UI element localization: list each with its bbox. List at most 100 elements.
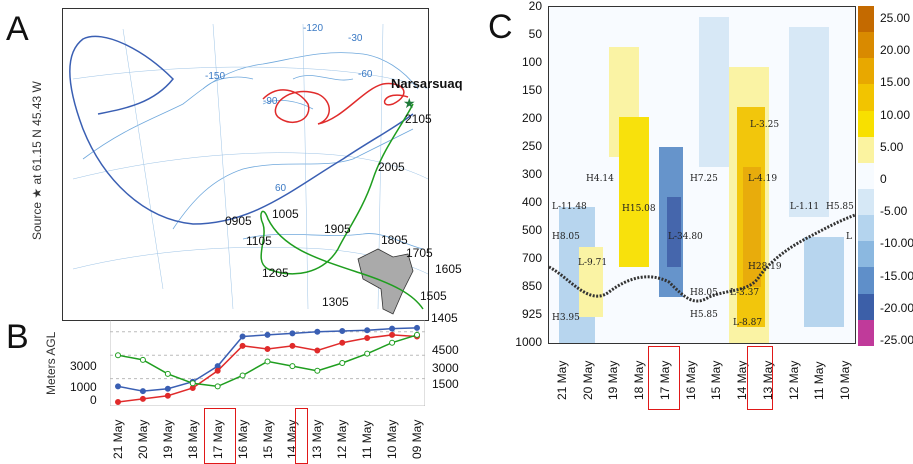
panel-b-date-label: 21 May [111, 419, 125, 459]
colorbar-tick: 0 [880, 172, 887, 186]
series-point [414, 331, 420, 338]
time-label-1605: 1605 [435, 262, 462, 276]
panel-b-letter: B [6, 318, 29, 356]
panel-b-date-label: 13 May [310, 419, 325, 459]
series-point [364, 350, 371, 357]
series-line-1 [117, 334, 418, 403]
green-trajectory [260, 103, 424, 310]
colorbar-segment [858, 58, 874, 85]
pressure-center-annotation: L [846, 232, 852, 242]
series-point [339, 328, 346, 335]
panel-b-date-label: 12 May [335, 419, 350, 459]
pressure-center-annotation: L-3.37 [730, 288, 760, 298]
pressure-tick: 20 [528, 0, 542, 13]
pressure-center-annotation: L-3.25 [750, 120, 780, 130]
panel-b-date-label: 20 May [135, 419, 150, 459]
colorbar-tick: -20.00 [880, 300, 913, 315]
colorbar-segment [858, 215, 874, 242]
lon-label-90: -90 [263, 96, 278, 107]
series-point [115, 352, 121, 359]
series-point [364, 335, 371, 342]
blue-trajectory [69, 35, 414, 225]
pressure-center-annotation: H3.95 [552, 313, 580, 323]
pressure-center-annotation: L-4.19 [748, 174, 778, 184]
pressure-tick: 100 [521, 55, 542, 69]
lon-label-30: -30 [348, 33, 363, 44]
pressure-center-annotation: H7.25 [690, 174, 718, 184]
series-point [115, 399, 121, 405]
panel-c-date-label: 21 May [555, 360, 569, 400]
colorbar-segment [858, 241, 874, 268]
station-label: Narsarsuaq [391, 76, 463, 91]
colorbar-tick: 20.00 [880, 43, 911, 58]
series-point [139, 388, 146, 395]
panel-c-letter: C [488, 8, 513, 46]
series-point [339, 339, 346, 346]
time-label-2005: 2005 [378, 160, 405, 174]
colorbar-segment [858, 6, 874, 33]
colorbar-tick: 25.00 [880, 11, 911, 25]
colorbar-tick: 15.00 [880, 75, 911, 90]
series-point [239, 333, 246, 340]
series-point [264, 345, 271, 352]
series-point [164, 385, 171, 392]
series-point [289, 330, 296, 337]
trajectory-map: ★ -150 -120 -90 -60 -30 60 [62, 8, 429, 321]
highlight-box-14may-b [295, 408, 308, 464]
panel-b-date-label: 09 May [410, 419, 424, 459]
pressure-center-annotation: H4.14 [586, 174, 614, 184]
time-label-0905: 0905 [225, 214, 252, 228]
pressure-tick: 500 [521, 223, 542, 237]
shaded-region [357, 248, 414, 315]
panel-b-date-label: 19 May [160, 419, 175, 459]
pressure-tick: 850 [521, 279, 542, 293]
meters-agl-label: Meters AGL [44, 331, 58, 395]
panel-c-date-label: 19 May [606, 360, 621, 400]
pressure-tick: 200 [521, 111, 542, 125]
series-point [289, 363, 296, 370]
series-point [239, 342, 246, 349]
time-label-1205: 1205 [262, 266, 289, 280]
colorbar-tick: -5.00 [880, 204, 908, 219]
series-point [314, 328, 321, 335]
pressure-tick: 400 [521, 195, 542, 209]
cross-section-svg [549, 17, 855, 343]
series-point [115, 383, 121, 390]
map-svg: ★ -150 -120 -90 -60 -30 60 [69, 23, 428, 315]
panel-c-date-label: 15 May [709, 360, 724, 400]
panel-c-date-label: 20 May [580, 360, 595, 400]
colorbar [858, 6, 874, 346]
pressure-tick: 300 [521, 167, 542, 181]
pressure-center-annotation: H8.05 [552, 232, 580, 242]
right-tick-4500: 4500 [432, 343, 459, 357]
boundary-layer-line [549, 213, 855, 303]
panel-c-date-label: 12 May [786, 360, 801, 400]
pressure-tick: 250 [521, 139, 542, 153]
series-point [214, 367, 221, 374]
colorbar-segment [858, 293, 874, 320]
pressure-center-annotation: L-9.71 [578, 258, 608, 268]
pressure-tick: 925 [521, 307, 542, 321]
pressure-tick: 50 [528, 27, 542, 41]
panel-c-date-label: 11 May [812, 361, 827, 400]
series-point [189, 380, 196, 387]
series-point [164, 370, 171, 377]
pressure-tick: 700 [521, 251, 542, 265]
panel-b-date-label: 15 May [260, 419, 275, 459]
source-star-icon: ★ [403, 95, 416, 111]
series-point [264, 358, 271, 365]
series-point [139, 356, 146, 363]
series-point [389, 325, 396, 332]
pressure-tick: 150 [521, 83, 542, 97]
panel-c-date-label: 10 May [838, 360, 852, 400]
colorbar-segment [858, 267, 874, 294]
lon-label-60: -60 [358, 69, 373, 80]
colorbar-tick: -15.00 [880, 268, 913, 283]
pressure-center-annotation: H5.85 [826, 202, 854, 212]
source-label: Source ★ at 61.15 N 45.43 W [30, 81, 44, 240]
pressure-center-annotation: L-11.48 [552, 202, 587, 212]
series-point [414, 324, 420, 331]
panel-b-date-label: 16 May [235, 419, 250, 459]
series-point [364, 327, 371, 334]
pressure-center-annotation: L-8.87 [733, 318, 763, 328]
